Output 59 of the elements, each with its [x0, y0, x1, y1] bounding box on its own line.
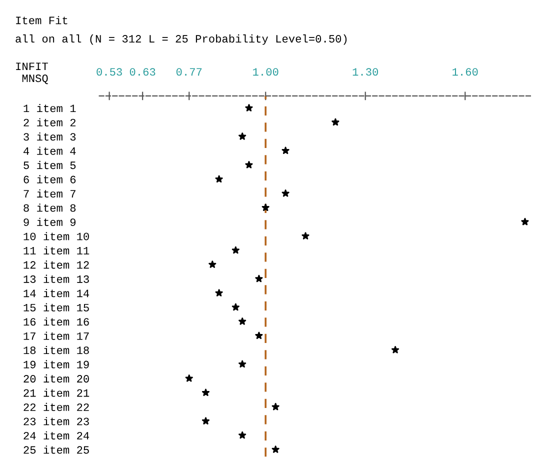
y-tick-label: 1 item 1 [24, 104, 76, 112]
point [272, 446, 280, 453]
y-tick-label: 21 item 21 [24, 388, 90, 397]
y-tick-label: 5 item 5 [24, 160, 76, 170]
y-tick-label: 8 item 8 [24, 204, 76, 212]
point [262, 204, 270, 211]
point [202, 417, 210, 424]
point [245, 104, 253, 112]
x-axis-title: INFIT MNSQ [16, 62, 48, 84]
point [255, 274, 263, 282]
y-tick-label: 12 item 12 [24, 260, 89, 269]
point [255, 332, 263, 340]
y-tick-label: 4 item 4 [24, 146, 76, 155]
y-tick-label: 20 item 20 [24, 374, 89, 383]
point [238, 318, 246, 325]
point [208, 260, 216, 268]
y-tick-label: 16 item 16 [24, 317, 89, 326]
y-tick-label: 25 item 25 [24, 446, 89, 454]
point [238, 360, 246, 368]
point [521, 218, 529, 226]
point [238, 132, 246, 140]
y-tick-label: 23 item 23 [24, 417, 89, 426]
x-tick-label: 1.60 [452, 68, 478, 76]
point [272, 402, 280, 410]
y-tick-label: 10 item 10 [24, 232, 89, 240]
y-tick-label: 2 item 2 [24, 118, 76, 126]
y-tick-label: 14 item 14 [24, 289, 90, 298]
y-tick-label: 9 item 9 [24, 218, 76, 226]
y-tick-label: 15 item 15 [24, 303, 89, 312]
x-tick-label: 0.77 [176, 68, 202, 76]
point [282, 189, 290, 197]
chart-title: Item Fit [16, 16, 68, 24]
x-tick-label: 0.53 [96, 68, 122, 76]
point [215, 175, 223, 183]
point [202, 388, 210, 396]
point [332, 118, 340, 126]
point [185, 374, 193, 382]
y-tick-label: 18 item 18 [24, 346, 89, 354]
y-tick-label: 22 item 22 [24, 402, 89, 412]
y-tick-label: 3 item 3 [24, 132, 76, 141]
point [245, 161, 253, 168]
point [302, 232, 310, 240]
point [215, 289, 223, 296]
point [282, 146, 290, 154]
y-tick-label: 17 item 17 [24, 332, 89, 340]
y-tick-label: 24 item 24 [24, 431, 90, 440]
x-tick-label: 1.00 [253, 68, 278, 76]
point [232, 303, 240, 311]
y-tick-label: 7 item 7 [24, 189, 76, 198]
y-tick-label: 11 item 11 [24, 246, 90, 254]
point [232, 246, 240, 254]
y-tick-label: 13 item 13 [24, 274, 89, 283]
point [392, 346, 400, 354]
x-tick-label: 0.63 [130, 68, 156, 76]
y-tick-label: 19 item 19 [24, 360, 89, 368]
x-tick-label: 1.30 [352, 68, 378, 76]
point [238, 431, 246, 439]
y-tick-label: 6 item 6 [24, 175, 76, 184]
chart-subtitle: all on all (N = 312 L = 25 Probability Level=0.50) [16, 34, 347, 45]
